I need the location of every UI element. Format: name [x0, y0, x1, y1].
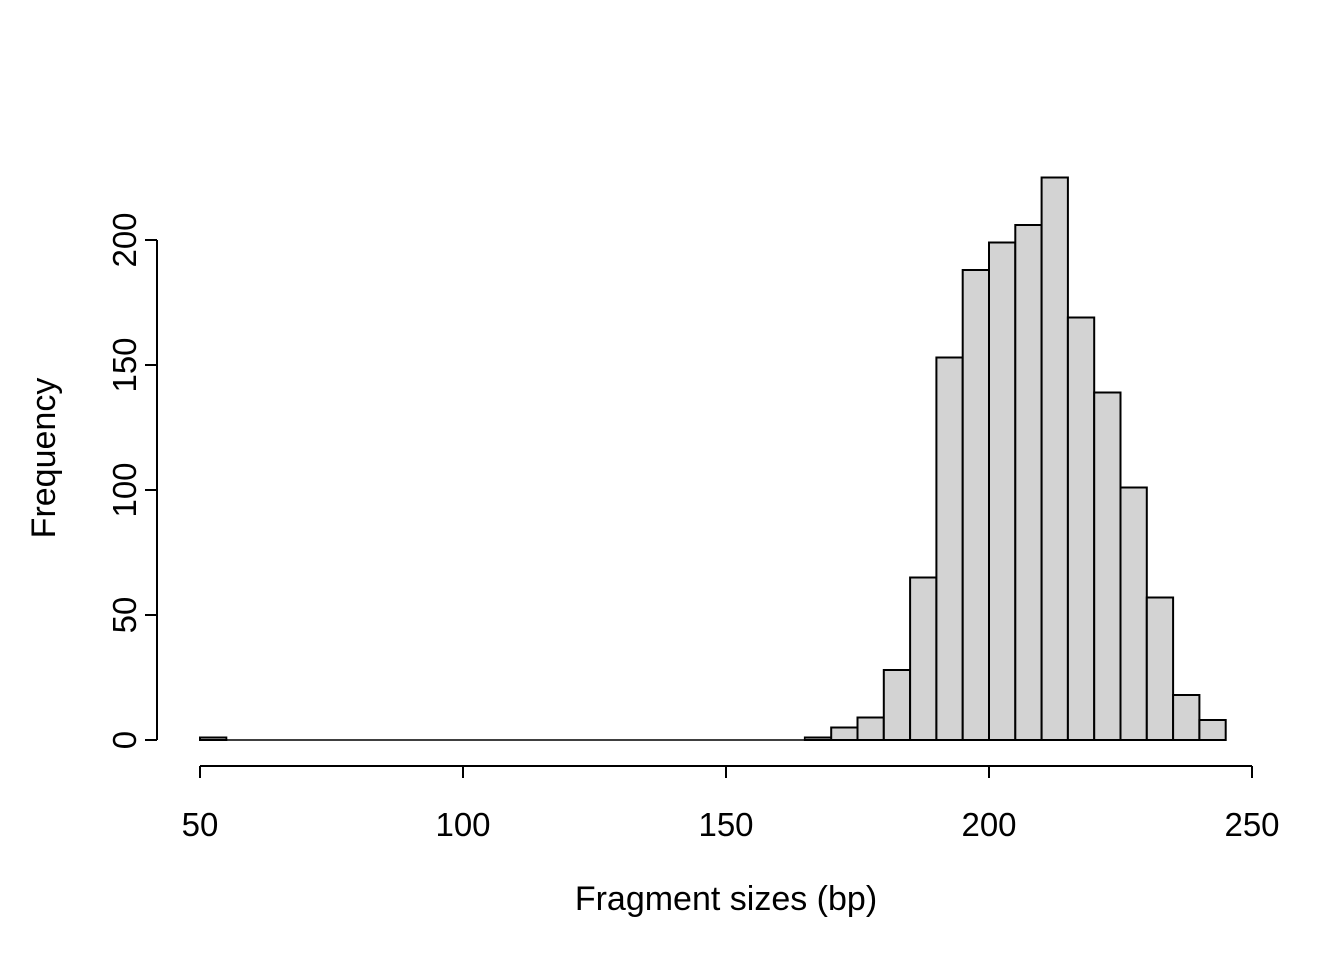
histogram-bar: [1066, 316, 1096, 741]
histogram-bar: [1198, 719, 1227, 741]
histogram-bar: [935, 356, 964, 741]
histogram-bar: [882, 669, 912, 741]
x-axis-tick-label: 200: [961, 806, 1016, 843]
histogram-bar: [803, 736, 833, 741]
x-axis-tick-label: 150: [698, 806, 753, 843]
x-axis-tick-label: 50: [182, 806, 219, 843]
histogram-bar: [830, 726, 859, 741]
histogram-bar: [1040, 176, 1069, 741]
y-axis-tick-label: 0: [106, 731, 143, 749]
histogram-bar: [856, 716, 885, 741]
y-axis-tick-label: 150: [106, 337, 143, 392]
histogram-bar: [1093, 391, 1122, 741]
x-axis-tick-label: 100: [435, 806, 490, 843]
y-axis-tick-label: 100: [106, 462, 143, 517]
histogram-bar: [961, 269, 991, 741]
histogram-bar: [1145, 596, 1175, 741]
histogram-bar: [909, 576, 938, 741]
histogram-bar: [199, 736, 228, 741]
histogram-bar: [988, 241, 1017, 741]
y-axis-tick-label: 50: [106, 597, 143, 634]
y-axis-title: Frequency: [25, 378, 63, 539]
histogram-bar: [1172, 694, 1201, 741]
x-axis-tick-label: 250: [1224, 806, 1279, 843]
histogram-bar: [1014, 224, 1043, 741]
x-axis-title: Fragment sizes (bp): [575, 880, 877, 918]
histogram-bar: [1119, 486, 1148, 741]
y-axis-tick-label: 200: [106, 212, 143, 267]
